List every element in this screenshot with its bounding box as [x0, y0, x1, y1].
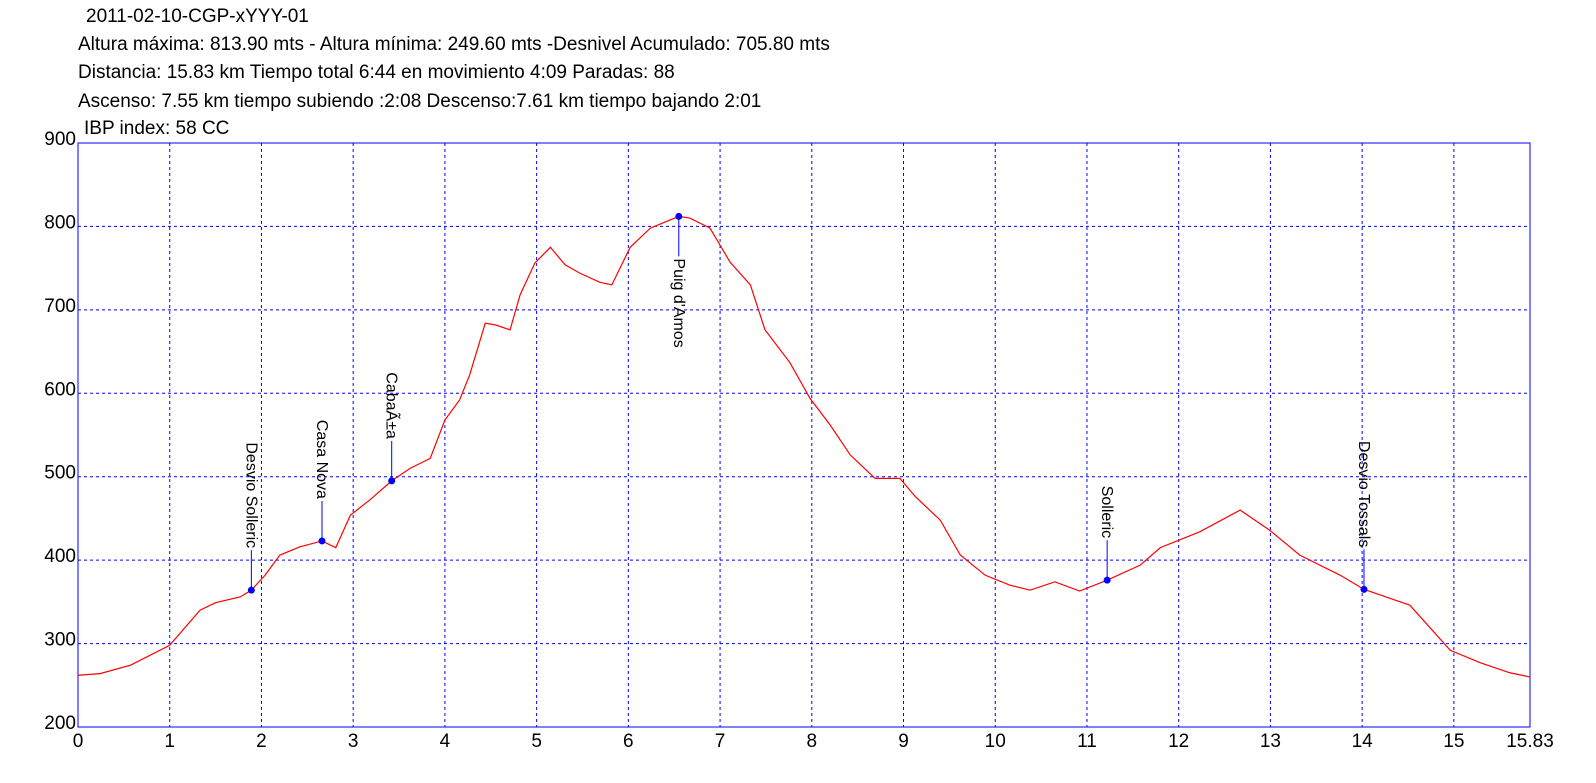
- y-tick-label: 400: [44, 546, 76, 567]
- waypoint: [1103, 576, 1111, 584]
- x-tick-label: 9: [898, 731, 909, 752]
- y-tick-label: 800: [44, 212, 76, 233]
- x-tick-label: 5: [531, 731, 542, 752]
- x-tick-label: 12: [1168, 731, 1189, 752]
- x-tick-label: 13: [1260, 731, 1281, 752]
- x-tick-label: 15.83: [1506, 731, 1554, 752]
- waypoint: [318, 537, 326, 545]
- waypoint-label: Desvio Tossals: [1355, 441, 1372, 547]
- waypoint-label: Puig d'Amos: [670, 258, 687, 347]
- chart-title: 2011-02-10-CGP-xYYY-01: [86, 6, 309, 27]
- x-tick-label: 10: [985, 731, 1006, 752]
- info-line: Altura máxima: 813.90 mts - Altura mínim…: [78, 34, 830, 55]
- waypoint: [675, 212, 683, 220]
- x-tick-label: 15: [1443, 731, 1464, 752]
- info-line: Distancia: 15.83 km Tiempo total 6:44 en…: [78, 62, 675, 83]
- x-tick-label: 2: [256, 731, 267, 752]
- x-tick-label: 0: [73, 731, 84, 752]
- y-tick-label: 700: [44, 296, 76, 317]
- waypoint: [247, 586, 255, 594]
- x-tick-label: 1: [164, 731, 175, 752]
- y-tick-label: 600: [44, 379, 76, 400]
- y-tick-label: 900: [44, 129, 76, 150]
- y-tick-label: 500: [44, 463, 76, 484]
- waypoint-label: Solleric: [1098, 486, 1115, 538]
- x-tick-label: 7: [715, 731, 726, 752]
- waypoint-label: Casa Nova: [313, 420, 330, 499]
- info-line: Ascenso: 7.55 km tiempo subiendo :2:08 D…: [78, 91, 761, 112]
- info-line: IBP index: 58 CC: [84, 118, 229, 139]
- x-tick-label: 6: [623, 731, 634, 752]
- waypoint: [388, 477, 396, 485]
- y-tick-label: 300: [44, 630, 76, 651]
- waypoint-label: Desvio Solleric: [242, 442, 259, 548]
- waypoint: [1360, 585, 1368, 593]
- plot-frame: [77, 142, 1531, 728]
- x-tick-label: 8: [807, 731, 818, 752]
- waypoint-label: CabaÃ±a: [383, 372, 403, 439]
- elevation-line: [77, 215, 1531, 678]
- x-tick-label: 14: [1352, 731, 1374, 752]
- x-tick-label: 4: [440, 731, 451, 752]
- x-tick-label: 11: [1077, 731, 1097, 752]
- x-tick-label: 3: [348, 731, 359, 752]
- y-tick-label: 200: [44, 713, 76, 734]
